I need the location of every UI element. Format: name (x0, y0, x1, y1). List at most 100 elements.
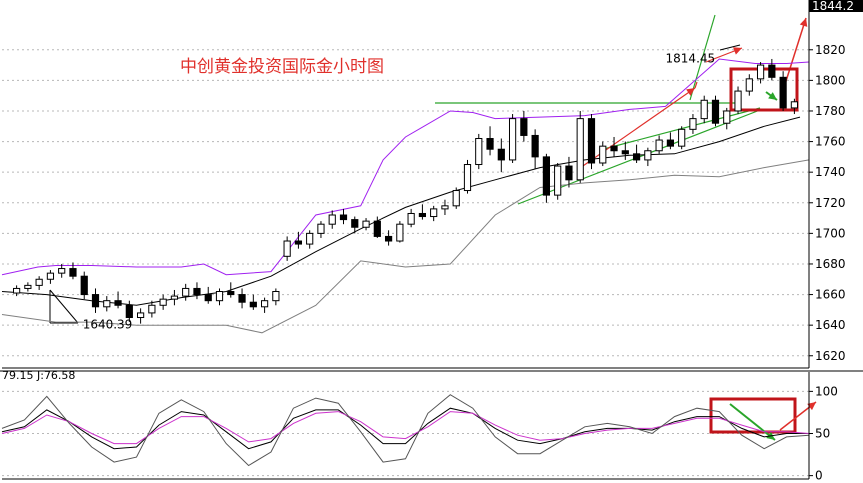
candle-body (441, 205, 449, 210)
kdj-tick-label: 50 (815, 427, 830, 441)
price-annotation: 1640.39 (83, 318, 133, 332)
candle-body (170, 295, 179, 300)
kdj-indicator-label: 79.15 J:76.58 (2, 369, 75, 382)
y-tick-label: 1680 (815, 257, 846, 271)
up-arrow-line (694, 81, 698, 89)
candle-body (249, 301, 257, 308)
candle-body (136, 312, 145, 319)
candle-body (46, 272, 55, 280)
candle-body (508, 118, 517, 161)
candle-body (125, 304, 133, 319)
candle-body (283, 240, 291, 257)
candle-body (745, 78, 753, 92)
candle-body (294, 240, 303, 245)
candle-body (644, 150, 652, 161)
candle-body (317, 223, 325, 234)
candle-body (576, 118, 584, 181)
kdj-tick-label: 0 (815, 469, 823, 483)
y-tick-label: 1640 (815, 318, 846, 332)
y-tick-label: 1700 (815, 226, 846, 240)
candle-body (711, 99, 720, 124)
candle-body (531, 134, 539, 158)
candles-layer (13, 58, 798, 324)
up-arrow-line (579, 87, 696, 169)
candle-body (610, 145, 618, 152)
candle-body (587, 118, 596, 164)
candle-body (621, 150, 629, 155)
candle-body (599, 145, 607, 164)
candle-body (35, 278, 43, 286)
candle-body (69, 268, 77, 277)
last-price-box (809, 0, 863, 12)
up-arrow-head (686, 88, 695, 96)
candle-body (339, 214, 348, 221)
pullback-arrow-head (768, 92, 777, 100)
kdj-tick-label: 100 (815, 384, 838, 398)
series-layer (1, 58, 810, 467)
candle-body (542, 156, 551, 196)
candle-body (756, 64, 765, 80)
candle-body (13, 287, 21, 294)
candle-body (678, 128, 686, 147)
kdj-line (1, 394, 810, 467)
target-arrow-head (799, 18, 808, 27)
candle-body (520, 118, 528, 136)
series-line (1, 116, 801, 306)
candle-body (396, 223, 404, 242)
candle-body (632, 153, 641, 161)
candle-body (689, 118, 697, 130)
candle-body (734, 90, 742, 112)
y-tick-label: 1660 (815, 288, 846, 302)
candle-body (159, 298, 167, 306)
candle-body (407, 212, 415, 225)
y-tick-label: 1800 (815, 73, 846, 87)
candle-body (700, 99, 708, 120)
candle-body (554, 165, 562, 196)
candle-body (351, 219, 359, 228)
candle-body (723, 110, 731, 124)
candle-body (306, 232, 314, 245)
kdj-line (1, 407, 809, 450)
candle-body (238, 294, 246, 303)
series-line (1, 58, 810, 276)
y-tick-label: 1780 (815, 104, 846, 118)
candle-body (272, 291, 280, 302)
candle-body (418, 212, 427, 218)
candle-body (193, 287, 201, 296)
y-tick-label: 1620 (815, 349, 846, 363)
annotations-layer: 1814.45 1640.39 (83, 51, 715, 331)
kdj-line (1, 411, 810, 445)
candle-body (362, 220, 370, 228)
last-price-label: 1844.2 (812, 0, 854, 13)
candle-body (373, 220, 381, 237)
candle-body (260, 300, 269, 308)
candle-body (565, 165, 573, 181)
high-bracket (719, 44, 741, 51)
candle-body (452, 190, 460, 207)
chart-title: 中创黄金投资国际金小时图 (180, 57, 384, 77)
y-tick-label: 1720 (815, 196, 846, 210)
kdj-down-arrow-line (729, 403, 776, 441)
candle-body (779, 76, 787, 109)
y-tick-label: 1820 (815, 43, 846, 57)
candle-body (497, 148, 505, 161)
candle-body (215, 291, 224, 302)
y-tick-label: 1740 (815, 165, 846, 179)
candle-body (475, 138, 483, 166)
highlight-box-kdj (709, 397, 797, 434)
candle-body (182, 287, 190, 297)
candle-body (91, 294, 100, 308)
candle-body (384, 235, 393, 242)
up-arrow-head (733, 47, 742, 55)
candle-body (666, 139, 675, 147)
y-tick-label: 1760 (815, 135, 846, 149)
candle-body (80, 275, 88, 296)
candle-body (148, 304, 156, 314)
candle-body (114, 300, 122, 306)
price-annotation: 1814.45 (666, 51, 716, 65)
candle-body (103, 300, 111, 308)
candle-body (204, 294, 212, 302)
candle-body (486, 138, 494, 150)
candle-body (58, 268, 66, 274)
